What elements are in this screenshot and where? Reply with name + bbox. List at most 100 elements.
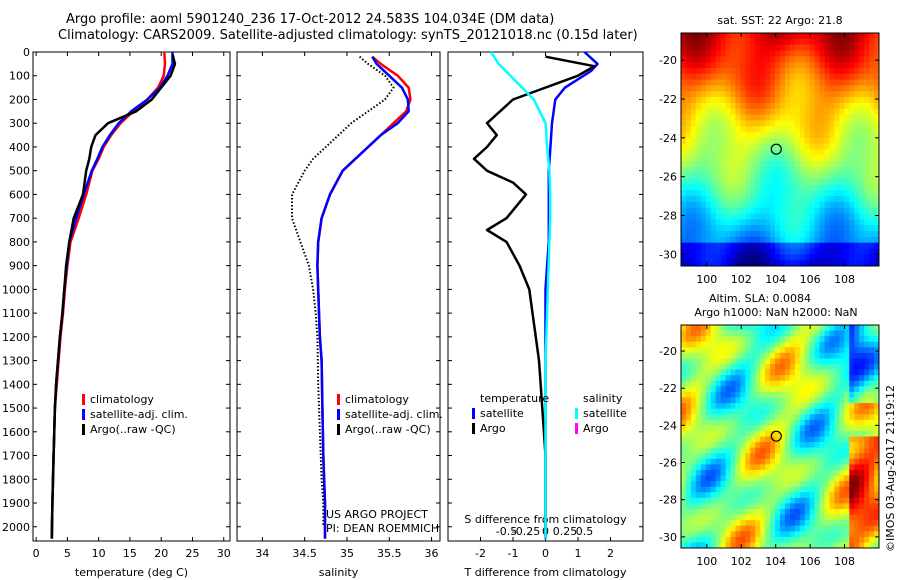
sla_map-cell [839, 497, 845, 504]
sst_map-cell [874, 201, 879, 209]
sst_map-cell [849, 201, 855, 209]
sst_map-cell [695, 155, 702, 162]
sla_map-cell [690, 403, 697, 410]
sst_map-cell [859, 120, 865, 127]
sst_map-cell [735, 149, 741, 156]
sla_map-cell [829, 442, 835, 449]
sla_map-cell [794, 358, 801, 365]
sst_map-cell [770, 166, 776, 174]
sla_map-cell [745, 369, 751, 376]
sst_map-cell [760, 108, 766, 115]
sst_map-cell [705, 225, 712, 232]
sst_map-cell [681, 184, 687, 191]
sla_map-cell [735, 514, 741, 521]
sla_map-cell [780, 442, 786, 449]
sst_map-cell [809, 231, 816, 238]
sla_map-cell [685, 531, 692, 538]
sla_map-cell [755, 397, 761, 404]
sst_map-cell [814, 242, 820, 249]
sst_map-cell [834, 97, 840, 104]
sla_map-cell [844, 453, 850, 460]
sla_map-cell [874, 497, 879, 504]
sst_map-cell [874, 254, 879, 261]
sst_map-cell [859, 172, 865, 180]
sst_map-cell [695, 201, 702, 209]
sla_map-cell [730, 486, 736, 493]
sst_map-cell [775, 161, 781, 168]
sst_map-cell [750, 85, 756, 92]
sst_map-cell [859, 201, 865, 209]
sla_map-cell [760, 492, 766, 499]
sst_map-cell [685, 225, 692, 232]
sla_map-cell [720, 508, 726, 515]
sla_map-cell [740, 464, 746, 471]
sst_map-cell [839, 172, 845, 180]
sst_map-cell [780, 225, 786, 232]
sst_map-cell [819, 50, 825, 57]
sst_map-cell [819, 102, 825, 110]
sla_map-cell [745, 386, 751, 393]
sst_map-cell [829, 155, 835, 162]
sla_map-cell [799, 447, 806, 454]
sst_map-cell [755, 38, 761, 46]
sst_map-cell [814, 56, 820, 63]
sla_map-cell [725, 380, 731, 387]
sst_map-cell [705, 50, 712, 57]
sst_map-cell [750, 207, 756, 214]
sst_map-cell [844, 231, 850, 238]
sla_map-cell [715, 325, 721, 331]
sst_map-cell [720, 155, 726, 162]
sst_map-cell [725, 73, 731, 81]
sst_map-cell [740, 126, 746, 133]
sst_map-cell [770, 44, 776, 51]
sla_map-cell [735, 391, 741, 398]
sst_map-cell [814, 260, 820, 266]
sst_map-cell [834, 149, 840, 156]
sla_map-cell [814, 453, 820, 460]
sst_map-cell [690, 196, 697, 203]
sst_map-cell [750, 38, 756, 46]
sst_map-cell [775, 219, 781, 226]
sla_map-cell [829, 430, 835, 437]
sla_map-cell [695, 525, 702, 532]
sla_map-cell [794, 492, 801, 499]
sla_map-cell [725, 492, 731, 499]
sla_map-cell [819, 325, 825, 331]
sst_map-cell [784, 91, 791, 98]
sla_map-cell [834, 358, 840, 365]
sla_map-cell [794, 347, 801, 354]
sst_map-cell [804, 97, 811, 104]
sla_map-cell [874, 464, 879, 471]
sla_map-cell [760, 336, 766, 343]
sst_map-cell [859, 248, 865, 255]
sla_map-cell [864, 364, 870, 370]
sst_map-cell [834, 137, 840, 145]
sla_map-cell [859, 369, 865, 376]
sst_map-cell [740, 190, 746, 197]
sla_map-cell [765, 531, 771, 538]
sst_map-cell [750, 79, 756, 86]
sst_map-cell [844, 143, 850, 150]
sst_map-cell [715, 172, 721, 180]
sla_map-cell [834, 430, 840, 437]
sst_map-cell [720, 196, 726, 203]
sla_map-cell [809, 380, 816, 387]
sla_map-cell [775, 375, 781, 382]
sst_map-cell [780, 108, 786, 115]
sst_map-cell [750, 120, 756, 127]
sla_map-cell [745, 352, 751, 359]
sla_map-cell [740, 336, 746, 343]
sla_map-cell [874, 358, 879, 365]
sst_map-cell [844, 236, 850, 244]
sst_map-cell [804, 108, 811, 115]
sst_map-cell [859, 73, 865, 81]
sst_map-cell [799, 178, 806, 185]
sst_map-cell [780, 56, 786, 63]
sst_map-cell [705, 231, 712, 238]
sst_map-cell [799, 33, 806, 40]
sst_map-cell [804, 79, 811, 86]
sla_map-cell [829, 475, 835, 482]
sst_map-cell [844, 219, 850, 226]
sst_map-cell [829, 225, 835, 232]
sla_map-cell [735, 358, 741, 365]
